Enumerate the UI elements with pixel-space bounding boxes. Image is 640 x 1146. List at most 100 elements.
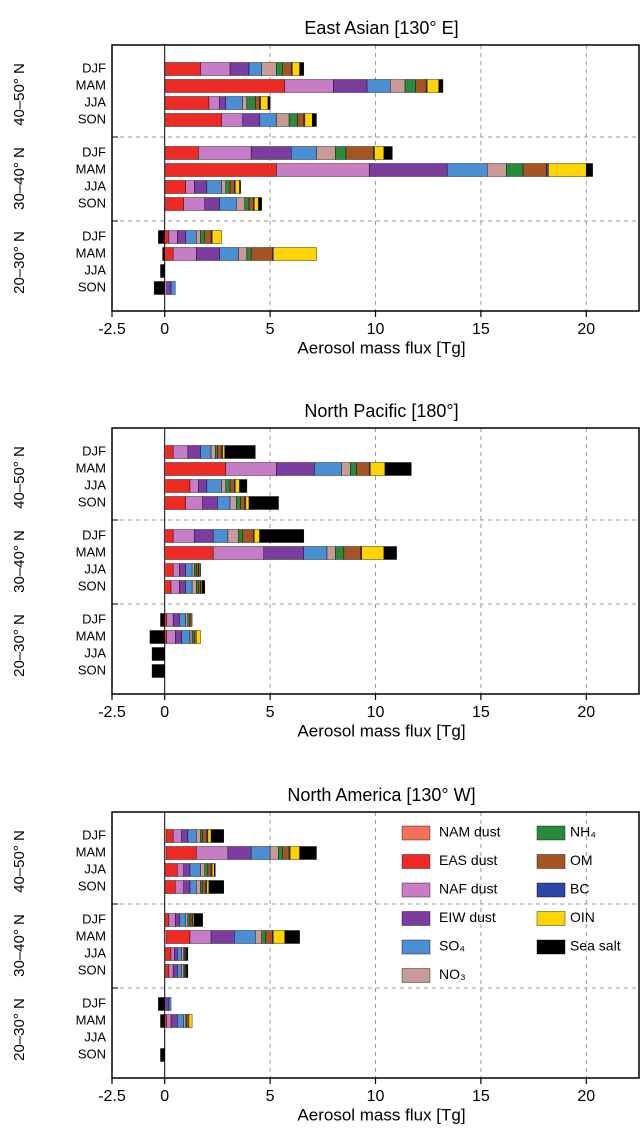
bar-segment xyxy=(227,846,252,860)
bar-segment xyxy=(234,930,256,944)
bar-segment xyxy=(255,96,260,110)
bar-segment xyxy=(187,445,201,459)
bar-segment xyxy=(290,146,317,160)
bar-segment xyxy=(194,913,203,927)
bar-segment xyxy=(165,163,277,177)
x-tick-label: 0 xyxy=(160,1088,169,1105)
y-tick-label: MAM xyxy=(76,245,106,260)
bar-segment xyxy=(204,863,209,877)
bar-segment xyxy=(240,496,246,510)
x-tick-label: -2.5 xyxy=(98,704,126,721)
x-tick-label: 10 xyxy=(367,1088,385,1105)
bar-segment xyxy=(225,462,277,476)
bar-segment xyxy=(196,563,199,577)
bar-segment xyxy=(259,529,305,543)
bar-segment xyxy=(196,230,201,244)
bar-segment xyxy=(185,563,193,577)
bar-segment xyxy=(242,529,254,543)
bar-segment xyxy=(335,546,345,560)
bar-segment xyxy=(191,580,197,594)
bar-segment xyxy=(165,964,170,978)
bar-segment xyxy=(185,613,189,627)
group-label: 20–30° N xyxy=(11,231,28,294)
bar-segment xyxy=(206,880,210,894)
bar-segment xyxy=(164,281,168,295)
bar-segment xyxy=(239,180,241,194)
bar-segment xyxy=(183,863,191,877)
bar-segment xyxy=(199,563,201,577)
bar-segment xyxy=(168,997,172,1011)
bar-segment xyxy=(258,197,262,211)
legend-label: SO₄ xyxy=(439,938,465,954)
bar-segment xyxy=(211,863,215,877)
y-tick-label: JJA xyxy=(84,645,106,660)
bar-segment xyxy=(196,247,220,261)
bar-segment xyxy=(299,846,317,860)
group-label: 40–50° N xyxy=(11,446,28,509)
bar-segment xyxy=(164,630,168,644)
bar-segment xyxy=(219,96,227,110)
bar-segment xyxy=(160,264,165,278)
bar-segment xyxy=(164,445,174,459)
bar-segment xyxy=(160,1014,165,1028)
y-tick-label: DJF xyxy=(82,527,106,542)
x-tick-label: 15 xyxy=(472,321,490,338)
bar-segment xyxy=(265,930,273,944)
x-tick-label: 5 xyxy=(266,321,275,338)
bar-segment xyxy=(187,829,197,843)
bar-segment xyxy=(297,113,305,127)
bar-segment xyxy=(164,997,170,1011)
bar-segment xyxy=(202,496,218,510)
bar-segment xyxy=(166,281,172,295)
bar-segment xyxy=(229,62,250,76)
bar-segment xyxy=(239,479,248,493)
bar-segment xyxy=(221,479,227,493)
bar-segment xyxy=(345,146,374,160)
bar-segment xyxy=(186,947,189,961)
bar-segment xyxy=(316,146,336,160)
bar-segment xyxy=(166,930,191,944)
y-tick-label: MAM xyxy=(76,928,106,943)
bar-segment xyxy=(181,964,184,978)
x-tick-label: 5 xyxy=(266,704,275,721)
y-tick-label: SON xyxy=(78,578,106,593)
chart-title: East Asian [130° E] xyxy=(304,18,458,38)
plot-frame xyxy=(111,44,640,312)
y-tick-label: MAM xyxy=(76,544,106,559)
bar-segment xyxy=(548,163,587,177)
bar-segment xyxy=(179,580,186,594)
bar-segment xyxy=(212,546,264,560)
bar-segment xyxy=(204,197,220,211)
bar-segment xyxy=(404,79,416,93)
bar-segment xyxy=(229,479,235,493)
bar-segment xyxy=(244,197,250,211)
bar-segment xyxy=(304,113,313,127)
bar-segment xyxy=(276,163,370,177)
bar-segment xyxy=(248,496,279,510)
legend-swatch xyxy=(401,968,431,983)
x-tick-label: 20 xyxy=(577,704,595,721)
bar-segment xyxy=(219,247,239,261)
bar-segment xyxy=(229,180,235,194)
bar-segment xyxy=(210,829,224,843)
bar-segment xyxy=(149,630,165,644)
bar-segment xyxy=(200,880,203,894)
bar-segment xyxy=(383,546,397,560)
x-axis-label: Aerosol mass flux [Tg] xyxy=(297,1105,465,1124)
bar-segment xyxy=(164,846,168,860)
bar-segment xyxy=(273,247,317,261)
y-tick-label: MAM xyxy=(76,628,106,643)
x-tick-label: 5 xyxy=(266,1088,275,1105)
bar-segment xyxy=(164,496,186,510)
bar-segment xyxy=(179,613,186,627)
legend-swatch xyxy=(401,911,431,926)
bar-segment xyxy=(374,146,385,160)
x-tick-label: -2.5 xyxy=(98,1088,126,1105)
bar-segment xyxy=(227,529,239,543)
bar-segment xyxy=(282,62,292,76)
y-tick-label: DJF xyxy=(82,611,106,626)
bar-segment xyxy=(200,829,203,843)
bar-segment xyxy=(181,829,189,843)
bar-segment xyxy=(356,462,370,476)
